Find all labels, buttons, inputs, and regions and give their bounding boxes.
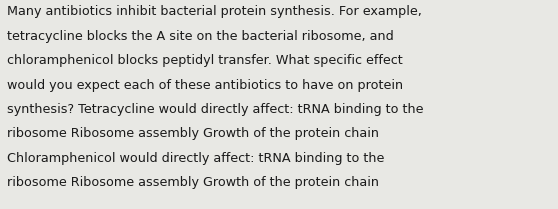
Text: ribosome Ribosome assembly Growth of the protein chain: ribosome Ribosome assembly Growth of the… — [7, 176, 379, 189]
Text: tetracycline blocks the A site on the bacterial ribosome, and: tetracycline blocks the A site on the ba… — [7, 30, 394, 43]
Text: ribosome Ribosome assembly Growth of the protein chain: ribosome Ribosome assembly Growth of the… — [7, 127, 379, 140]
Text: synthesis? Tetracycline would directly affect: tRNA binding to the: synthesis? Tetracycline would directly a… — [7, 103, 424, 116]
Text: Many antibiotics inhibit bacterial protein synthesis. For example,: Many antibiotics inhibit bacterial prote… — [7, 5, 422, 18]
Text: Chloramphenicol would directly affect: tRNA binding to the: Chloramphenicol would directly affect: t… — [7, 152, 384, 165]
Text: chloramphenicol blocks peptidyl transfer. What specific effect: chloramphenicol blocks peptidyl transfer… — [7, 54, 403, 67]
Text: would you expect each of these antibiotics to have on protein: would you expect each of these antibioti… — [7, 79, 403, 92]
